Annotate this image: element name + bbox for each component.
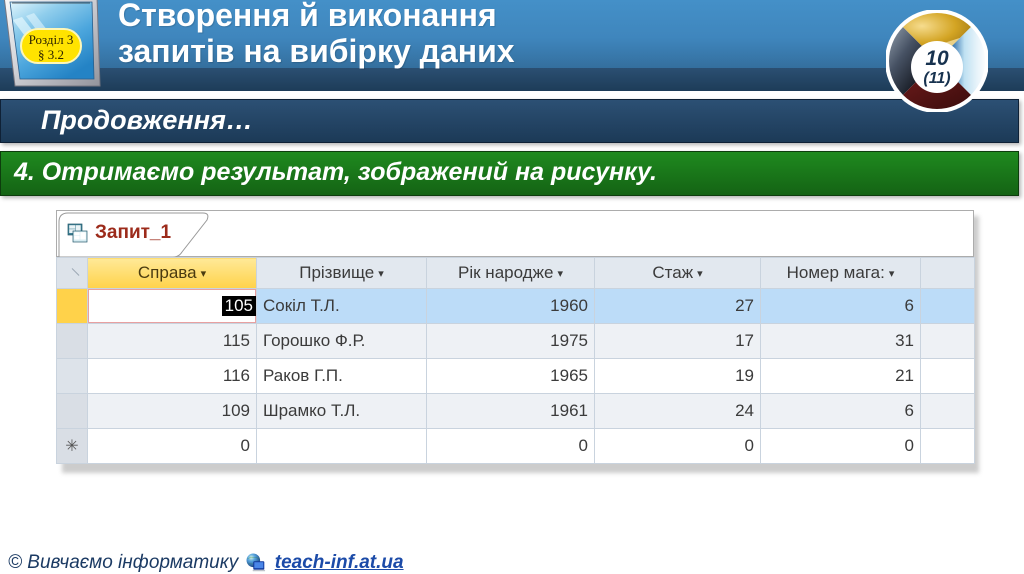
svg-text:§ 3.2: § 3.2	[38, 47, 64, 62]
svg-text:Розділ 3: Розділ 3	[29, 32, 74, 47]
svg-text:10: 10	[925, 47, 949, 70]
svg-text:(11): (11)	[923, 70, 950, 87]
